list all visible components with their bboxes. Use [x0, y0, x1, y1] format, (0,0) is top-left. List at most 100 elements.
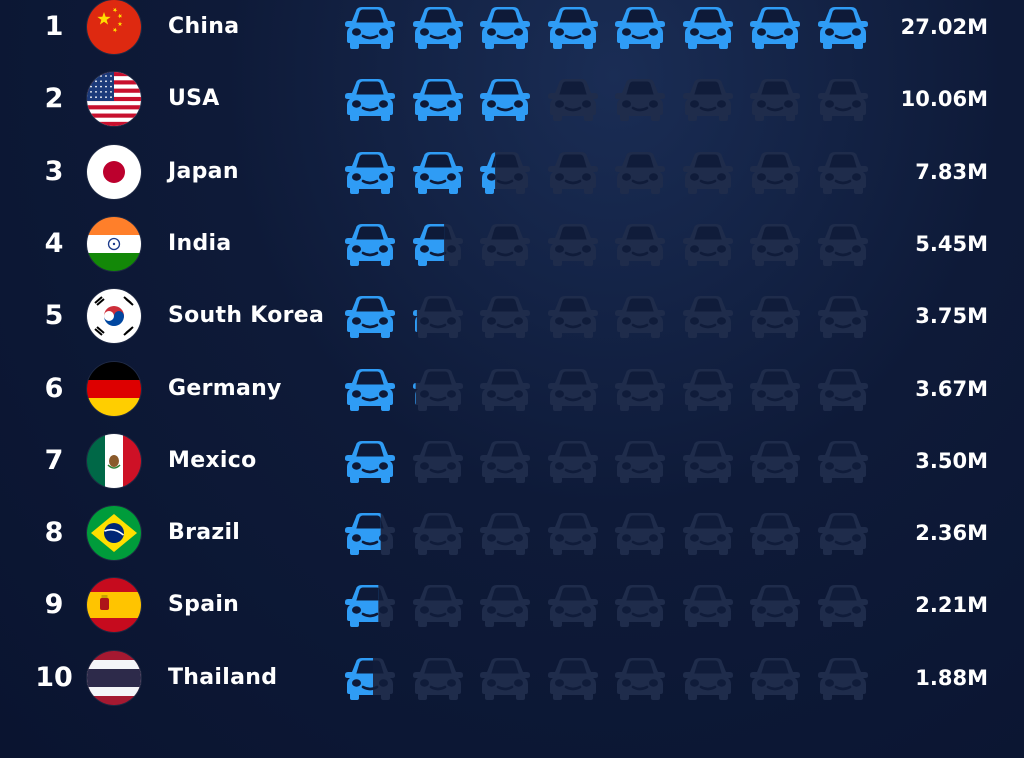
car-icon-empty [547, 223, 598, 266]
car-pictogram-bar [343, 294, 883, 340]
country-label: Japan [168, 158, 239, 184]
car-icon-empty [817, 585, 868, 628]
value-label: 2.21M [915, 593, 988, 618]
rank-label: 4 [44, 227, 64, 259]
car-icon-empty [547, 151, 598, 194]
rank-label: 3 [44, 155, 64, 187]
car-icon-empty [615, 296, 665, 339]
car-icon-empty [682, 79, 733, 122]
value-label: 2.36M [915, 521, 988, 546]
flag-germany-icon [87, 361, 141, 416]
car-icon-empty [750, 79, 800, 122]
car-icon-empty [817, 440, 868, 483]
car-icon-empty [480, 223, 530, 266]
car-icon-empty [547, 368, 598, 411]
car-icon-filled [615, 7, 665, 49]
car-icon-empty [412, 585, 463, 628]
flag-japan-icon [87, 144, 141, 199]
car-icon-empty [750, 657, 800, 700]
value-label: 3.67M [915, 376, 988, 401]
car-icon-filled [480, 7, 530, 49]
car-pictogram-bar [343, 367, 883, 413]
car-icon-filled [345, 440, 395, 483]
car-icon-filled [682, 7, 733, 49]
rank-label: 8 [44, 517, 64, 549]
car-icon-empty [817, 296, 868, 339]
car-icon-empty [547, 296, 598, 339]
car-pictogram-bar [343, 656, 883, 702]
car-icon-empty [615, 440, 665, 483]
car-icon-empty [682, 585, 733, 628]
car-icon-empty [547, 79, 598, 122]
flag-china-icon [87, 0, 141, 54]
table-row: 2 USA [0, 63, 1024, 135]
car-icon-empty [750, 296, 800, 339]
table-row: 3 Japan [0, 136, 1024, 208]
car-icon-filled [412, 151, 463, 194]
flag-usa-icon [87, 72, 141, 127]
flag-brazil-icon [87, 506, 141, 561]
car-icon-empty [412, 657, 463, 700]
rank-label: 1 [44, 11, 64, 42]
table-row: 5 South Korea [0, 280, 1024, 352]
car-icon-empty [817, 223, 868, 266]
car-icon-empty [615, 513, 665, 556]
flag-mexico-icon [87, 433, 141, 488]
table-row: 8 Brazil [0, 497, 1024, 569]
car-icon-filled [345, 151, 395, 194]
value-label: 3.75M [915, 304, 988, 329]
car-icon-empty [615, 79, 665, 122]
car-icon-empty [682, 513, 733, 556]
value-label: 3.50M [915, 448, 988, 473]
car-icon-filled [750, 7, 800, 49]
country-label: South Korea [168, 303, 325, 329]
car-icon-empty [750, 368, 800, 411]
car-pictogram-bar [343, 77, 883, 123]
car-icon-empty [750, 585, 800, 628]
car-icon-empty [412, 513, 463, 556]
car-icon-empty [615, 151, 665, 194]
rank-label: 7 [44, 444, 64, 476]
table-row: 7 Mexico [0, 425, 1024, 497]
car-pictogram-bar [343, 222, 883, 268]
car-icon-filled [345, 296, 395, 339]
car-icon-filled [412, 296, 463, 339]
car-icon-empty [817, 657, 868, 700]
car-icon-filled [480, 79, 530, 122]
table-row: 9 Spain [0, 569, 1024, 641]
country-label: Thailand [168, 664, 278, 690]
car-icon-filled [345, 79, 395, 122]
car-icon-filled [412, 79, 463, 122]
car-icon-filled [412, 440, 463, 483]
car-pictogram-bar [343, 583, 883, 629]
car-icon-empty [682, 223, 733, 266]
car-icon-empty [817, 513, 868, 556]
car-icon-empty [750, 151, 800, 194]
car-icon-filled [345, 585, 395, 628]
value-label: 7.83M [915, 159, 988, 184]
car-icon-filled [480, 151, 530, 194]
country-label: Mexico [168, 447, 257, 473]
car-icon-empty [480, 513, 530, 556]
car-icon-empty [547, 440, 598, 483]
car-icon-empty [480, 585, 530, 628]
car-pictogram-bar [343, 5, 883, 51]
rank-label: 9 [44, 589, 64, 621]
car-icon-filled [345, 513, 395, 556]
car-pictogram-bar [343, 150, 883, 196]
car-icon-filled [412, 223, 463, 266]
car-icon-empty [615, 368, 665, 411]
table-row: 10 Thailand [0, 642, 1024, 714]
car-icon-filled [412, 368, 463, 411]
car-icon-filled [817, 7, 868, 49]
table-row: 1 China [0, 0, 1024, 63]
car-icon-empty [817, 79, 868, 122]
country-label: Brazil [168, 520, 241, 546]
car-icon-empty [682, 657, 733, 700]
value-label: 10.06M [900, 87, 988, 112]
car-icon-empty [615, 585, 665, 628]
car-icon-filled [412, 7, 463, 49]
rank-label: 2 [44, 83, 64, 115]
car-icon-empty [547, 585, 598, 628]
